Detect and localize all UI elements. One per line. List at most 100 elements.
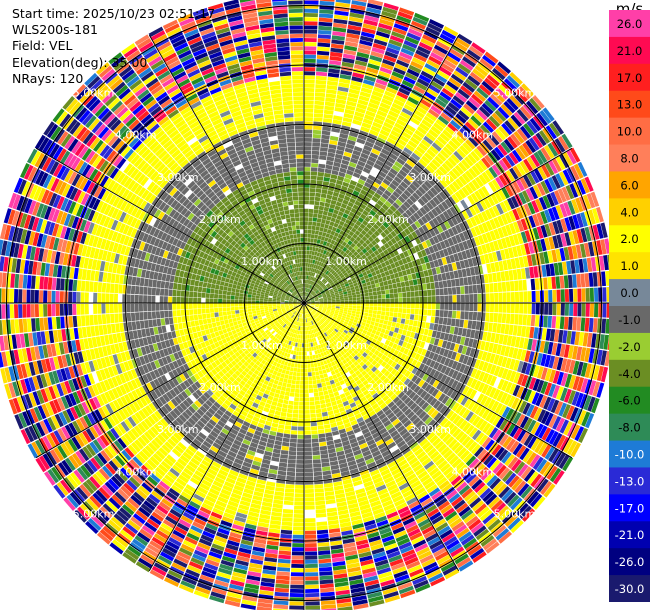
- velocity-gate: [520, 349, 527, 361]
- velocity-gate: [481, 185, 490, 197]
- velocity-gate: [591, 397, 600, 414]
- velocity-gate: [306, 258, 309, 263]
- velocity-gate: [400, 375, 408, 383]
- velocity-gate: [267, 473, 277, 479]
- velocity-gate: [325, 276, 330, 281]
- velocity-gate: [440, 231, 447, 241]
- velocity-gate: [298, 326, 301, 331]
- velocity-gate: [397, 537, 411, 547]
- velocity-gate: [468, 458, 480, 470]
- velocity-gate: [241, 535, 254, 542]
- velocity-gate: [312, 375, 317, 381]
- velocity-gate: [315, 75, 327, 81]
- velocity-gate: [455, 404, 464, 415]
- velocity-gate: [307, 225, 312, 230]
- velocity-gate: [237, 450, 247, 458]
- velocity-gate: [475, 275, 481, 285]
- velocity-gate: [464, 52, 479, 64]
- velocity-gate: [508, 270, 514, 281]
- velocity-gate: [370, 469, 380, 477]
- velocity-gate: [582, 258, 589, 273]
- velocity-gate: [329, 56, 342, 62]
- velocity-gate: [555, 452, 566, 467]
- velocity-gate: [411, 394, 420, 402]
- velocity-gate: [430, 422, 440, 431]
- velocity-gate: [401, 131, 412, 140]
- velocity-gate: [266, 385, 272, 391]
- velocity-gate: [455, 362, 462, 372]
- velocity-gate: [292, 547, 304, 552]
- velocity-gate: [460, 534, 475, 546]
- velocity-gate: [316, 349, 321, 354]
- velocity-gate: [353, 376, 360, 382]
- velocity-gate: [558, 454, 570, 469]
- velocity-gate: [269, 368, 274, 374]
- velocity-gate: [343, 309, 348, 312]
- velocity-gate: [470, 115, 482, 127]
- velocity-gate: [243, 488, 254, 495]
- velocity-gate: [425, 164, 435, 174]
- velocity-gate: [342, 313, 347, 317]
- velocity-gate: [238, 547, 252, 555]
- velocity-gate: [296, 321, 299, 326]
- velocity-gate: [576, 229, 584, 244]
- velocity-gate: [358, 406, 366, 413]
- velocity-gate: [287, 467, 296, 472]
- velocity-gate: [531, 200, 540, 213]
- velocity-gate: [308, 384, 313, 389]
- velocity-gate: [313, 392, 319, 397]
- velocity-gate: [431, 388, 439, 397]
- velocity-gate: [345, 346, 350, 352]
- velocity-gate: [404, 355, 411, 363]
- velocity-gate: [387, 412, 395, 420]
- velocity-gate: [580, 227, 588, 243]
- velocity-gate: [377, 155, 386, 163]
- velocity-gate: [471, 179, 481, 190]
- velocity-gate: [329, 327, 334, 332]
- velocity-gate: [458, 506, 471, 517]
- velocity-gate: [397, 232, 404, 240]
- velocity-gate: [565, 405, 575, 420]
- velocity-gate: [584, 317, 590, 332]
- velocity-gate: [320, 138, 330, 144]
- velocity-gate: [446, 246, 453, 256]
- velocity-gate: [334, 290, 339, 293]
- velocity-gate: [310, 342, 314, 347]
- velocity-gate: [305, 314, 308, 318]
- velocity-gate: [500, 213, 509, 225]
- velocity-gate: [417, 334, 424, 341]
- velocity-gate: [330, 310, 335, 313]
- velocity-gate: [330, 342, 335, 347]
- velocity-gate: [464, 170, 475, 181]
- velocity-gate: [383, 420, 392, 428]
- velocity-gate: [313, 205, 319, 210]
- velocity-gate: [293, 350, 297, 355]
- velocity-gate: [242, 595, 258, 602]
- velocity-gate: [319, 441, 327, 447]
- velocity-gate: [548, 414, 558, 428]
- velocity-gate: [373, 230, 380, 237]
- velocity-gate: [367, 213, 374, 220]
- velocity-gate: [423, 180, 433, 189]
- velocity-gate: [372, 313, 377, 318]
- velocity-gate: [536, 366, 544, 379]
- velocity-gate: [549, 122, 561, 137]
- velocity-gate: [354, 186, 362, 193]
- velocity-gate: [272, 397, 279, 403]
- velocity-gate: [316, 218, 322, 223]
- velocity-gate: [388, 269, 394, 275]
- velocity-gate: [564, 289, 569, 302]
- velocity-gate: [359, 503, 371, 511]
- velocity-gate: [462, 375, 470, 385]
- velocity-gate: [306, 288, 308, 293]
- velocity-gate: [384, 50, 398, 59]
- velocity-gate: [492, 462, 504, 474]
- velocity-gate: [425, 322, 430, 329]
- velocity-gate: [436, 224, 444, 233]
- velocity-gate: [525, 188, 535, 201]
- velocity-gate: [314, 323, 318, 328]
- velocity-gate: [555, 417, 566, 432]
- velocity-gate: [305, 297, 309, 301]
- velocity-gate: [368, 188, 376, 196]
- velocity-gate: [440, 446, 451, 456]
